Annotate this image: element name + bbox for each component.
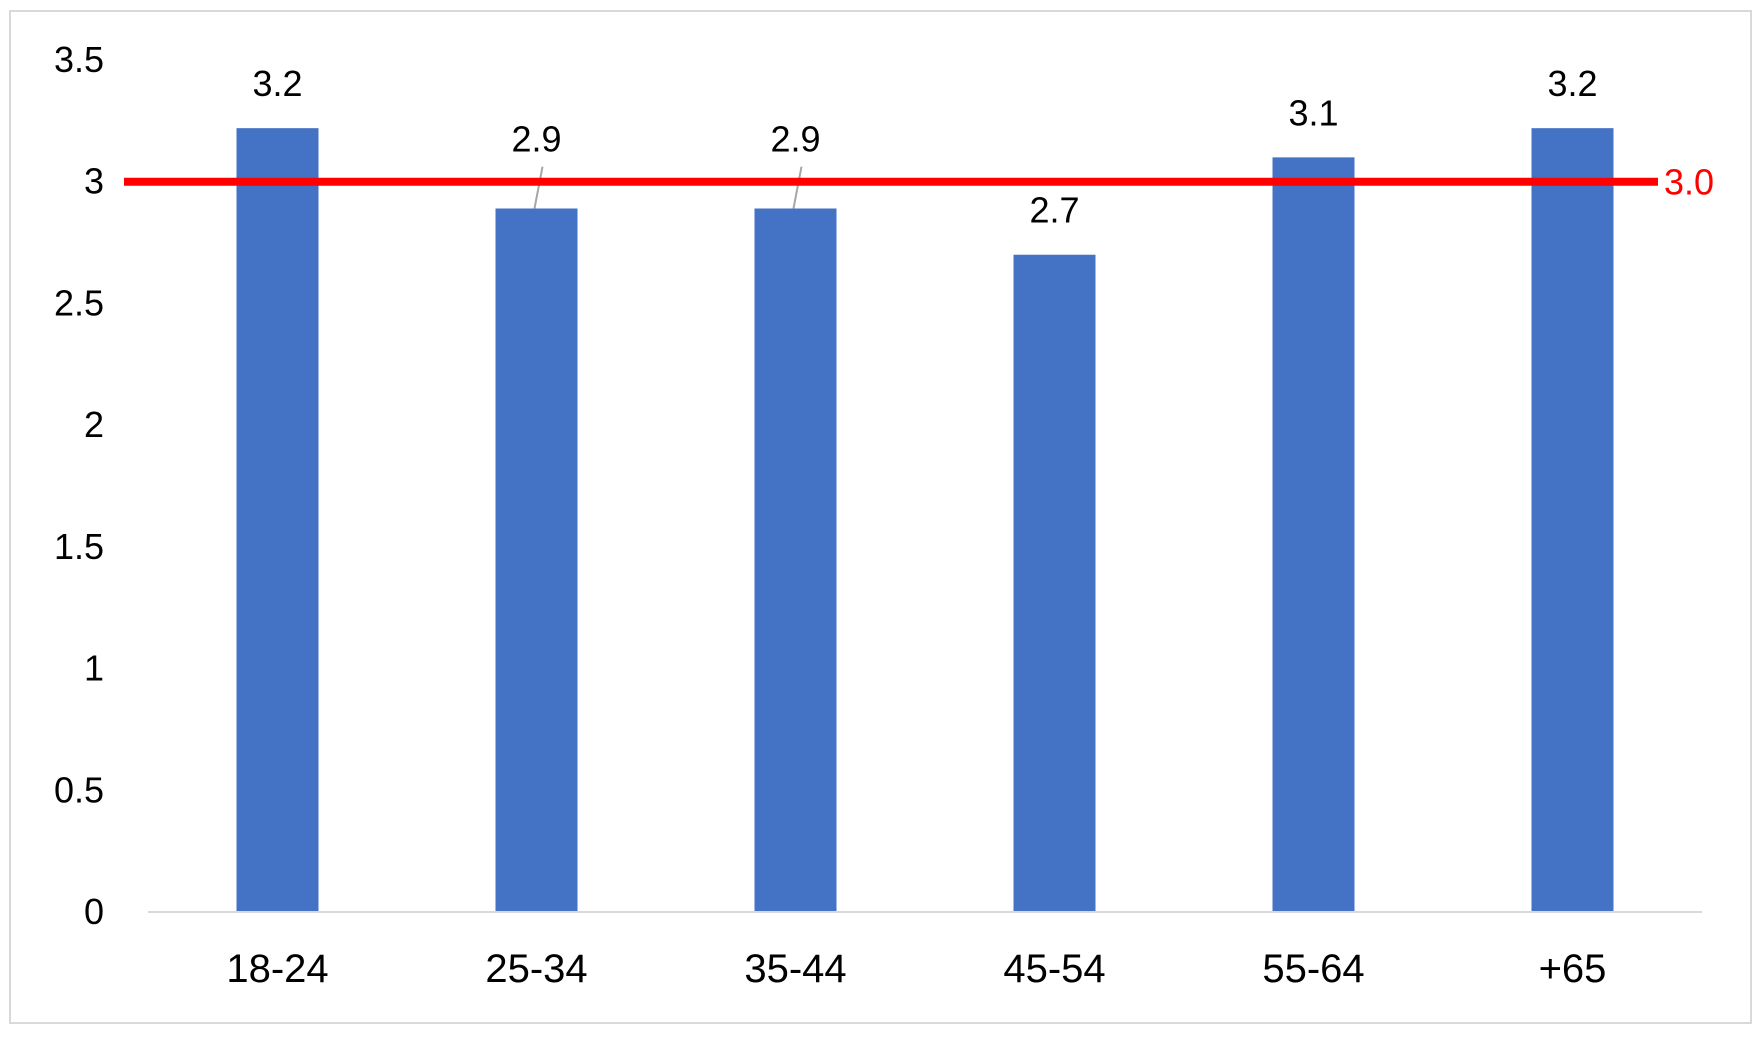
- data-label: 2.9: [511, 119, 561, 160]
- data-label: 3.1: [1288, 92, 1338, 133]
- y-tick-label: 2.5: [54, 282, 104, 323]
- bar: [754, 208, 837, 912]
- x-tick-label: 45-54: [1003, 947, 1105, 991]
- y-axis: 0 0.5 1 1.5 2 2.5 3 3.5: [54, 39, 104, 932]
- bars: [236, 128, 1614, 912]
- y-tick-label: 3.5: [54, 39, 104, 80]
- y-tick-label: 1: [84, 648, 104, 689]
- reference-line-label: 3.0: [1664, 162, 1714, 203]
- bar: [1272, 157, 1355, 912]
- data-label: 3.2: [1547, 63, 1597, 104]
- data-label: 2.7: [1029, 190, 1079, 231]
- x-tick-label: 25-34: [485, 947, 587, 991]
- x-tick-label: 35-44: [744, 947, 846, 991]
- x-axis: 18-24 25-34 35-44 45-54 55-64 +65: [226, 947, 1606, 991]
- y-tick-label: 0: [84, 891, 104, 932]
- bar: [495, 208, 578, 912]
- bar: [1013, 254, 1096, 912]
- x-tick-label: 18-24: [226, 947, 328, 991]
- leader-lines: [533, 166, 803, 209]
- y-tick-label: 0.5: [54, 769, 104, 810]
- bar: [1531, 128, 1614, 912]
- y-tick-label: 3: [84, 161, 104, 202]
- y-tick-label: 1.5: [54, 526, 104, 567]
- leader-line: [792, 166, 803, 209]
- bar: [236, 128, 319, 912]
- reference-line-group: 3.0: [124, 162, 1714, 203]
- x-tick-label: 55-64: [1262, 947, 1364, 991]
- data-label: 3.2: [252, 63, 302, 104]
- data-label: 2.9: [770, 119, 820, 160]
- data-labels: 3.2 2.9 2.9 2.7 3.1 3.2: [252, 63, 1597, 231]
- leader-line: [533, 166, 544, 209]
- x-tick-label: +65: [1539, 947, 1607, 991]
- y-tick-label: 2: [84, 404, 104, 445]
